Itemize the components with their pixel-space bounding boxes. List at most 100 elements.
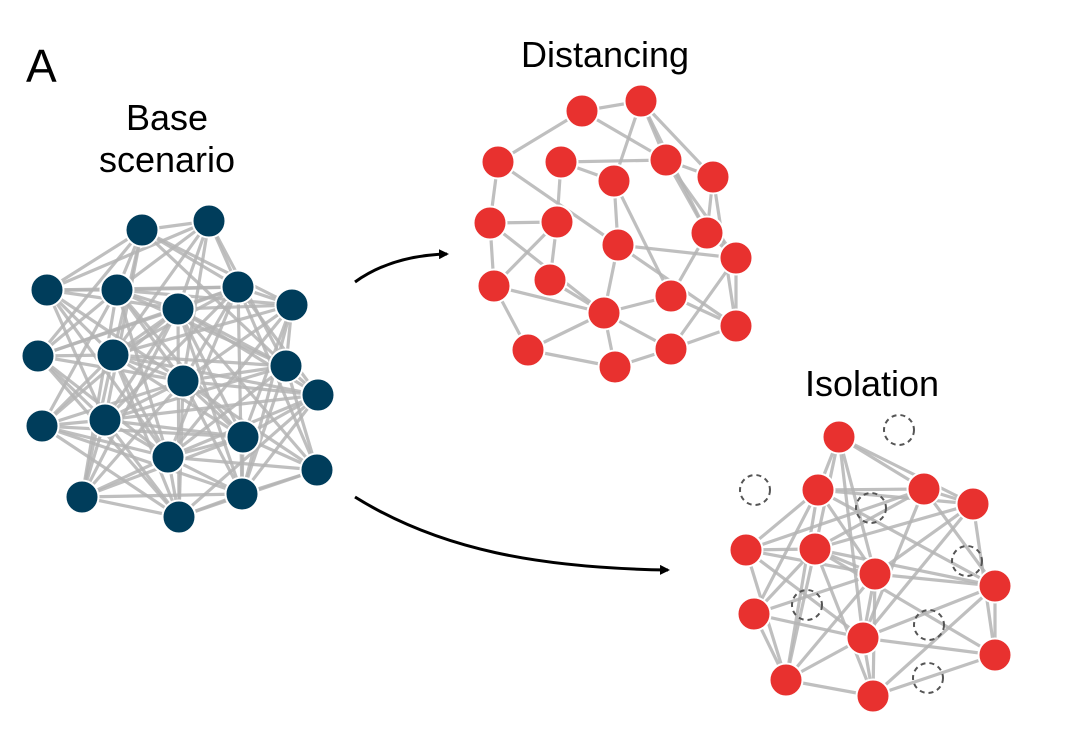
base-edge bbox=[80, 289, 119, 498]
base-node bbox=[161, 499, 197, 535]
base-edge bbox=[37, 307, 179, 358]
isolation-network bbox=[728, 414, 1013, 714]
isolated-node bbox=[951, 545, 983, 577]
isolation-node bbox=[768, 662, 804, 698]
base-edge bbox=[240, 365, 288, 495]
base-edge bbox=[177, 303, 293, 311]
base-edge bbox=[36, 228, 144, 358]
distancing-node bbox=[597, 349, 633, 385]
distancing-node bbox=[718, 240, 754, 276]
base-edge bbox=[182, 379, 319, 397]
distancing-node bbox=[623, 83, 659, 119]
base-node bbox=[300, 377, 336, 413]
base-edge bbox=[181, 286, 240, 382]
isolation-edge bbox=[752, 489, 820, 615]
isolation-edge bbox=[874, 572, 996, 588]
base-edge bbox=[177, 393, 320, 519]
isolation-edge bbox=[784, 572, 877, 682]
distancing-edge bbox=[612, 180, 673, 297]
arrow-to-distancing bbox=[354, 249, 449, 284]
distancing-node bbox=[689, 215, 725, 251]
isolation-edge bbox=[784, 548, 817, 681]
base-edge bbox=[116, 219, 210, 292]
base-edge bbox=[40, 289, 119, 427]
base-nodes bbox=[20, 203, 336, 535]
isolation-edges bbox=[744, 435, 997, 698]
distancing-node bbox=[476, 268, 512, 304]
distancing-node bbox=[653, 278, 689, 314]
base-node bbox=[29, 272, 65, 308]
base-node bbox=[191, 203, 227, 239]
base-node bbox=[165, 363, 201, 399]
isolation-node bbox=[906, 471, 942, 507]
isolation-edge bbox=[874, 502, 974, 576]
isolation-edge bbox=[862, 584, 996, 640]
base-edge bbox=[116, 285, 239, 292]
isolation-edge bbox=[753, 572, 876, 616]
isolation-node bbox=[736, 596, 772, 632]
isolated-node bbox=[883, 414, 915, 446]
isolation-node bbox=[855, 678, 891, 714]
base-edge bbox=[81, 492, 243, 499]
base-edges bbox=[36, 219, 320, 519]
isolation-edge bbox=[814, 547, 996, 657]
base-node bbox=[160, 291, 196, 327]
distancing-node bbox=[600, 227, 636, 263]
base-node bbox=[224, 476, 260, 512]
isolation-edge bbox=[784, 489, 820, 681]
isolation-node bbox=[977, 637, 1013, 673]
base-node bbox=[124, 212, 160, 248]
distancing-title: Distancing bbox=[521, 34, 689, 75]
distancing-node bbox=[532, 262, 568, 298]
base-edge bbox=[116, 288, 287, 368]
distancing-node bbox=[695, 159, 731, 195]
base-node bbox=[225, 419, 261, 455]
isolation-node bbox=[857, 556, 893, 592]
isolated-node bbox=[739, 474, 771, 506]
base-node bbox=[64, 479, 100, 515]
isolated-node bbox=[791, 589, 823, 621]
base-edge bbox=[111, 354, 170, 458]
isolation-node bbox=[800, 472, 836, 508]
base-node bbox=[220, 269, 256, 305]
distancing-edge bbox=[560, 158, 667, 164]
distancing-node bbox=[510, 332, 546, 368]
base-edge bbox=[240, 394, 320, 495]
distancing-node bbox=[596, 163, 632, 199]
base-edge bbox=[167, 455, 318, 472]
isolation-edge bbox=[817, 487, 925, 492]
isolation-edge bbox=[872, 653, 996, 698]
isolation-edge bbox=[817, 488, 974, 506]
base-edge bbox=[112, 353, 287, 368]
distancing-node bbox=[472, 205, 508, 241]
isolation-edge bbox=[871, 584, 997, 698]
distancing-nodes bbox=[472, 83, 754, 385]
distancing-node bbox=[648, 142, 684, 178]
base-edge bbox=[41, 379, 184, 428]
isolated-node bbox=[855, 492, 887, 524]
distancing-edge bbox=[617, 243, 737, 260]
isolation-edge bbox=[862, 636, 996, 657]
distancing-edge bbox=[493, 284, 605, 315]
isolation-edge bbox=[753, 612, 864, 640]
isolation-edge bbox=[817, 488, 996, 588]
base-edge bbox=[41, 424, 169, 459]
isolation-edge bbox=[813, 548, 875, 697]
distancing-node bbox=[539, 204, 575, 240]
isolation-node bbox=[955, 486, 991, 522]
distancing-network bbox=[472, 83, 754, 385]
base-edge bbox=[111, 354, 181, 518]
base-edge bbox=[176, 307, 319, 472]
base-edge bbox=[104, 393, 319, 422]
base-title-line1: Base bbox=[126, 97, 208, 138]
base-node bbox=[95, 337, 131, 373]
base-title-line2: scenario bbox=[99, 139, 235, 180]
base-node bbox=[150, 439, 186, 475]
isolated-node bbox=[913, 609, 945, 641]
isolation-node bbox=[845, 620, 881, 656]
distancing-node bbox=[564, 93, 600, 129]
base-edge bbox=[141, 228, 293, 307]
isolation-edge bbox=[814, 547, 996, 588]
base-edge bbox=[182, 303, 293, 383]
